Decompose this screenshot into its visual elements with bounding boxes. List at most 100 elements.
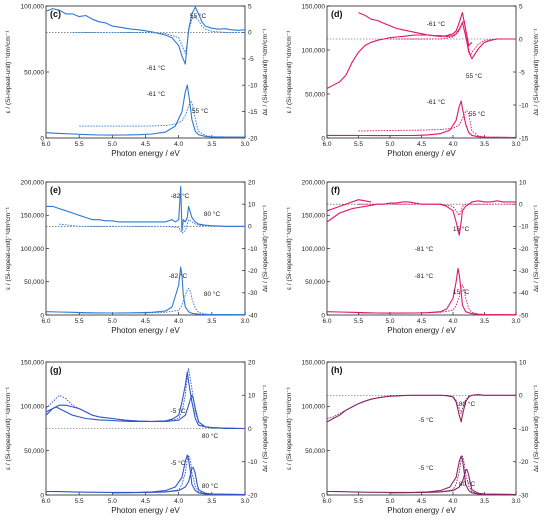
chart-panel: 6.0 5.5 5.0 4.5 4.0 3.5 3.0 0 50,000 100,000 150,0…	[286, 179, 540, 335]
y2-axis-label: Δε / (Si-repeat-unit)⁻¹dm³cm⁻¹	[262, 204, 269, 292]
series-line	[112, 454, 246, 495]
x-tick-label: 4.0	[448, 318, 457, 325]
x-tick-label: 4.0	[448, 141, 457, 148]
x-tick-label: 5.5	[75, 318, 84, 325]
x-tick-label: 5.0	[385, 498, 394, 505]
x-tick-label: 5.5	[75, 498, 84, 505]
y2-tick-label: -40	[519, 290, 529, 297]
y-tick-label: 150,000	[302, 213, 326, 220]
y2-tick-label: 0	[248, 426, 252, 433]
y2-tick-label: -10	[248, 83, 258, 90]
x-tick-label: 3.0	[511, 318, 520, 325]
series-line	[389, 455, 517, 495]
y2-tick-label: -10	[519, 102, 529, 109]
series-line	[327, 100, 517, 139]
temperature-annotation: -5 °C	[419, 416, 434, 424]
series-line	[79, 287, 246, 316]
y2-tick-label: -20	[519, 459, 529, 466]
y-tick-label: 50,000	[24, 448, 44, 455]
series-line	[112, 466, 246, 496]
temperature-annotation: 80 °C	[204, 290, 221, 298]
x-axis-label: Photon energy / eV	[387, 149, 456, 158]
x-tick-label: 4.0	[448, 498, 457, 505]
y-tick-label: 0	[40, 312, 44, 319]
temperature-annotation: -82 °C	[169, 272, 188, 280]
temperature-annotation: 80 °C	[202, 482, 219, 490]
chart-panel: 6.0 5.5 5.0 4.5 4.0 3.5 3.0 0 50,000 100,000 5 0 -5 -…	[5, 3, 269, 158]
y-axis-label: ε / (Si-repeat-unit)⁻¹dm³cm⁻¹	[5, 386, 12, 470]
y2-axis-label: Δε / (Si-repeat-unit)⁻¹dm³cm⁻¹	[533, 28, 540, 116]
x-axis-label: Photon energy / eV	[387, 326, 456, 335]
plot-frame	[326, 361, 517, 496]
y-tick-label: 100,000	[302, 47, 326, 54]
x-tick-label: 5.0	[108, 498, 117, 505]
temperature-annotation: 80 °C	[202, 432, 219, 440]
series-line	[46, 185, 245, 232]
y2-tick-label: 5	[248, 3, 252, 10]
y-tick-label: 150,000	[21, 359, 45, 366]
y2-tick-label: 0	[519, 393, 523, 400]
x-tick-label: 4.5	[141, 318, 150, 325]
y-tick-label: 100,000	[21, 246, 45, 253]
x-tick-label: 3.5	[480, 498, 489, 505]
y2-tick-label: -5	[248, 56, 254, 63]
y2-tick-label: 10	[519, 359, 527, 366]
x-tick-label: 3.5	[207, 318, 216, 325]
y2-tick-label: 20	[248, 359, 256, 366]
chart-panel: 6.0 5.5 5.0 4.5 4.0 3.5 3.0 0 50,000 100,000 150,0…	[5, 359, 269, 515]
x-tick-label: 5.5	[354, 498, 363, 505]
y-tick-label: 0	[321, 312, 325, 319]
y-tick-label: 50,000	[24, 69, 44, 76]
y-axis-label: ε / (Si-repeat-unit)⁻¹dm³cm⁻¹	[286, 386, 293, 470]
y2-tick-label: -30	[519, 268, 529, 275]
chart-panel: 6.0 5.5 5.0 4.5 4.0 3.5 3.0 0 50,000 100,000 150,0…	[5, 179, 269, 335]
y-tick-label: 100,000	[21, 3, 45, 10]
temperature-annotation: 80 °C	[459, 400, 476, 408]
y2-tick-label: -15	[519, 135, 529, 142]
chart-panel: 6.0 5.5 5.0 4.5 4.0 3.5 3.0 0 50,000 100,000 150,0…	[286, 3, 540, 158]
y-tick-label: 100,000	[21, 404, 45, 411]
x-tick-label: 4.0	[174, 318, 183, 325]
y2-tick-label: -10	[519, 426, 529, 433]
x-tick-label: 5.5	[354, 318, 363, 325]
x-tick-label: 3.0	[511, 498, 520, 505]
y2-tick-label: -5	[519, 69, 525, 76]
y2-tick-label: 20	[248, 179, 256, 186]
x-tick-label: 6.0	[322, 498, 331, 505]
y2-axis-label: Δε / (Si-repeat-unit)⁻¹dm³cm⁻¹	[533, 384, 540, 472]
x-tick-label: 5.0	[385, 141, 394, 148]
x-tick-label: 5.5	[354, 141, 363, 148]
plot-frame	[326, 5, 517, 139]
series-line	[45, 454, 246, 496]
series-line	[45, 84, 246, 138]
y2-axis-label: Δε / (Si-repeat-unit)⁻¹dm³cm⁻¹	[533, 204, 540, 292]
y2-tick-label: 10	[248, 201, 256, 208]
x-tick-label: 4.0	[174, 141, 183, 148]
y-tick-label: 50,000	[305, 91, 325, 98]
x-axis-label: Photon energy / eV	[111, 326, 180, 335]
y2-tick-label: -20	[248, 492, 258, 499]
series-line	[358, 12, 473, 47]
x-tick-label: 4.5	[141, 141, 150, 148]
series-line	[358, 203, 516, 216]
y2-tick-label: 0	[519, 36, 523, 43]
y2-tick-label: -15	[248, 109, 258, 116]
temperature-annotation: -81 °C	[415, 245, 434, 253]
series-line	[79, 100, 246, 138]
y-tick-label: 0	[40, 135, 44, 142]
series-line	[45, 6, 246, 65]
x-axis-label: Photon energy / eV	[111, 149, 180, 158]
temperature-annotation: 15 °C	[453, 288, 470, 296]
y2-tick-label: 10	[519, 179, 527, 186]
panel-label: (d)	[331, 9, 343, 19]
y-axis-label: ε / (Si-repeat-unit)⁻¹dm³cm⁻¹	[5, 206, 12, 290]
y2-tick-label: 5	[519, 3, 523, 10]
x-tick-label: 4.5	[417, 498, 426, 505]
series-line	[45, 394, 246, 430]
x-tick-label: 6.0	[41, 498, 50, 505]
y2-tick-label: -10	[248, 459, 258, 466]
series-line	[390, 20, 516, 56]
panel-label: (g)	[50, 365, 62, 375]
y-axis-label: ε / (Si-repeat-unit)⁻¹dm³cm⁻¹	[286, 30, 293, 114]
